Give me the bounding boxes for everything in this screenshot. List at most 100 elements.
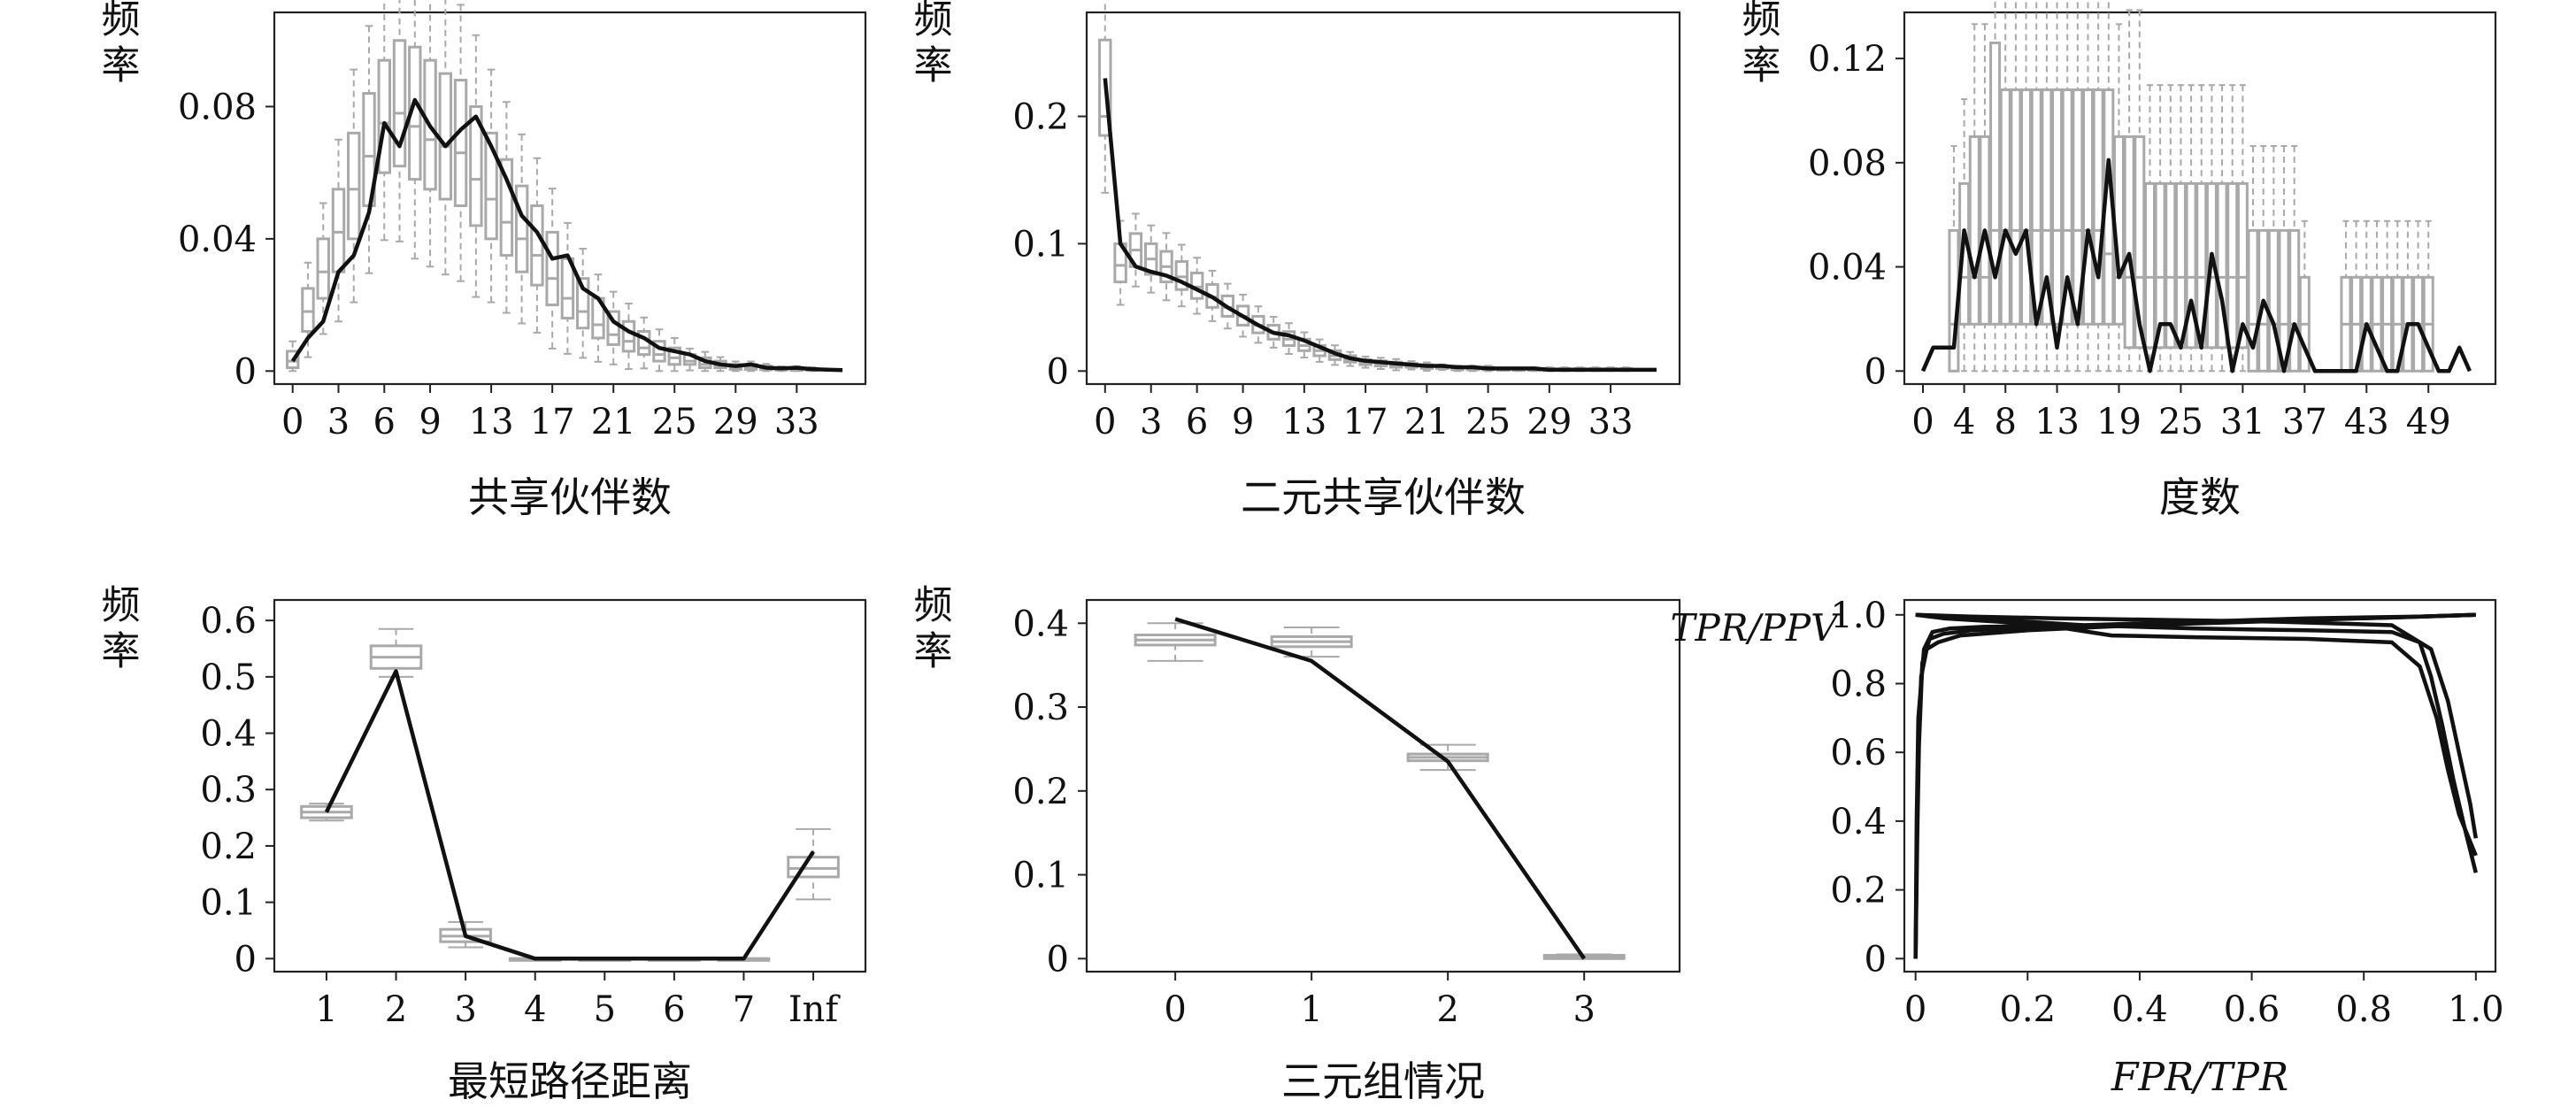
x-tick-label: 21 (1404, 402, 1449, 442)
x-tick-label: 3 (1573, 989, 1595, 1030)
box (2061, 88, 2073, 326)
series-line (1103, 78, 1657, 373)
y-tick-label: 0.5 (200, 657, 257, 698)
series-line (1920, 158, 2472, 373)
box (438, 72, 453, 201)
y-tick-label: 0 (235, 939, 257, 980)
panel-triad-census: 频率 三元组情况 0 1 2 3 0 0.1 0.2 0.3 0.4 (907, 584, 1681, 1105)
x-tick-label: 0 (1094, 402, 1116, 442)
x-tick-label: 3 (454, 989, 476, 1030)
x-tick-label: 43 (2344, 402, 2389, 442)
box (2216, 181, 2228, 350)
box (331, 188, 346, 273)
box (667, 346, 681, 366)
x-tick-label: 13 (2034, 402, 2080, 442)
box (1979, 135, 1991, 326)
box (514, 184, 529, 273)
box (285, 350, 300, 370)
x-tick-label: 8 (1995, 402, 2017, 442)
series-line (1913, 612, 2476, 959)
x-axis-label: FPR/TPR (2111, 1055, 2288, 1100)
y-tick-label: 0.2 (1830, 871, 1887, 911)
y-tick-label: 0.2 (1012, 772, 1069, 812)
series-line (1915, 612, 2478, 873)
x-tick-label: 0 (1911, 402, 1934, 442)
x-tick-label: 1 (1300, 989, 1322, 1030)
x-tick-label: 0.6 (2224, 989, 2280, 1030)
box (301, 287, 315, 333)
box (347, 131, 361, 241)
box (377, 58, 391, 174)
x-tick-label: 5 (594, 989, 616, 1030)
x-tick-label: 6 (1186, 402, 1208, 442)
y-tick-label: 0.08 (178, 87, 257, 127)
x-tick-label: 19 (2096, 402, 2142, 442)
box (2123, 135, 2135, 350)
y-tick-label: 0.4 (200, 714, 257, 755)
y-tick-label: 0.04 (1808, 248, 1887, 288)
box (469, 104, 483, 227)
x-axis-label: 最短路径距离 (448, 1057, 692, 1105)
y-tick-label: 0.6 (200, 601, 257, 642)
box (2134, 135, 2146, 350)
y-tick-label: 0.1 (200, 883, 257, 924)
x-tick-label: 3 (1140, 402, 1162, 442)
box (2154, 181, 2166, 350)
x-tick-label: 6 (373, 402, 396, 442)
box (316, 237, 330, 300)
box (2041, 88, 2053, 326)
y-tick-label: 0 (235, 351, 257, 392)
box (621, 319, 636, 353)
box (2288, 228, 2301, 373)
x-tick-label: Inf (788, 989, 842, 1030)
x-tick-label: 25 (652, 402, 697, 442)
y-axis-label: TPR/PPV (1671, 606, 1842, 650)
box (2020, 88, 2033, 326)
x-tick-label: 21 (591, 402, 636, 442)
x-tick-label: 0 (281, 402, 304, 442)
box (2174, 181, 2187, 350)
x-tick-label: 7 (733, 989, 755, 1030)
box (2257, 228, 2270, 373)
series-line (290, 97, 843, 373)
x-tick-label: 3 (327, 402, 350, 442)
plot-frame (273, 11, 867, 386)
box (484, 131, 498, 241)
box (1098, 38, 1112, 137)
series-line (1174, 617, 1587, 960)
x-axis-label: 三元组情况 (1281, 1057, 1485, 1105)
y-tick-label: 0 (1047, 351, 1069, 392)
y-axis-label: 频率 (95, 0, 140, 90)
box (787, 856, 840, 879)
box (606, 310, 620, 346)
y-axis-label: 频率 (1735, 0, 1780, 90)
y-tick-label: 0.4 (1012, 604, 1069, 644)
y-tick-label: 0.4 (1830, 802, 1887, 842)
x-tick-label: 17 (530, 402, 575, 442)
series-line (1913, 612, 2476, 959)
y-tick-label: 0.3 (200, 770, 257, 811)
x-tick-label: 25 (2158, 402, 2203, 442)
box (499, 158, 514, 258)
plot-frame (1085, 11, 1681, 386)
box (423, 58, 437, 191)
box (453, 79, 468, 208)
y-tick-label: 1.0 (1830, 596, 1887, 636)
x-tick-label: 49 (2406, 402, 2451, 442)
box (652, 340, 666, 363)
box (575, 277, 590, 330)
x-tick-label: 25 (1465, 402, 1511, 442)
y-tick-label: 0.3 (1012, 688, 1069, 728)
box (2165, 181, 2177, 350)
y-tick-label: 0.04 (178, 219, 257, 260)
series-line (1913, 612, 2476, 959)
x-tick-label: 33 (1588, 402, 1634, 442)
y-tick-label: 0.6 (1830, 733, 1887, 773)
y-tick-label: 0.8 (1830, 665, 1887, 705)
panel-roc-pr: TPR/PPV FPR/TPR 0 0.2 0.4 0.6 0.8 1.0 0 0.2 0.4 0… (1671, 596, 2504, 1100)
y-tick-label: 0.12 (1808, 39, 1887, 80)
box (2082, 88, 2095, 326)
